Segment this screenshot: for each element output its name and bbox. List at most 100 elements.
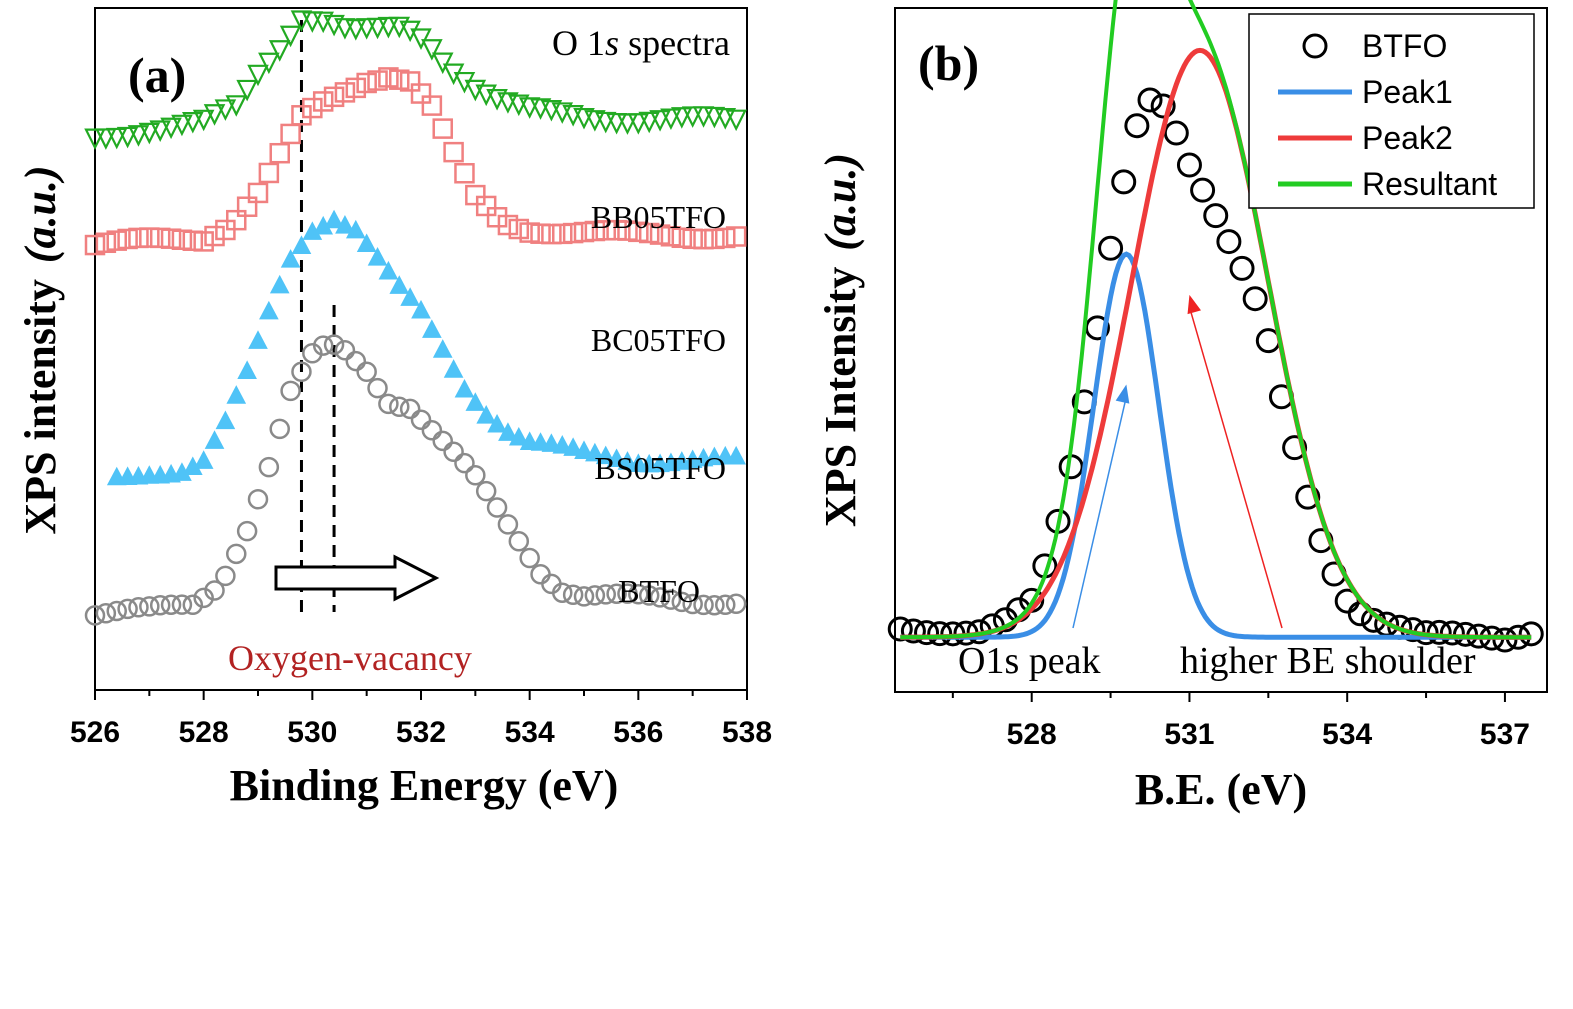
data-point xyxy=(681,106,704,128)
higher-be-shoulder-label: higher BE shoulder xyxy=(1180,640,1476,682)
data-point xyxy=(117,598,138,620)
panel-a-x-tick-label: 534 xyxy=(505,716,555,749)
data-point xyxy=(628,583,649,605)
data-point xyxy=(116,126,139,149)
data-point xyxy=(182,230,204,251)
data-point xyxy=(421,95,443,116)
data-point xyxy=(95,128,117,150)
data-point xyxy=(366,17,389,40)
series-btfo xyxy=(84,334,747,626)
data-point xyxy=(486,497,508,518)
data-point xyxy=(606,583,627,604)
data-point xyxy=(573,586,595,607)
data-point xyxy=(671,227,693,249)
data-point xyxy=(128,597,149,618)
panel-a-xlabel: Binding Energy (eV) xyxy=(230,761,619,810)
data-point xyxy=(475,195,497,217)
data-point xyxy=(638,111,660,134)
data-point xyxy=(225,95,248,117)
data-point xyxy=(356,233,377,253)
data-point xyxy=(171,594,193,615)
data-point xyxy=(247,182,269,204)
data-point xyxy=(280,380,301,402)
data-point xyxy=(378,393,399,415)
data-point xyxy=(324,209,344,229)
data-point xyxy=(236,79,258,102)
series-label-bs05tfo: BS05TFO xyxy=(594,450,726,486)
data-point xyxy=(454,452,475,474)
data-point xyxy=(519,222,540,243)
data-point xyxy=(84,234,106,256)
o1s-peak-label: O1s peak xyxy=(958,640,1100,682)
panel-b-ylabel: XPS Intensity (a.u.) xyxy=(816,153,865,527)
resultant-curve xyxy=(900,0,1532,640)
data-point xyxy=(638,222,660,244)
btfo-point xyxy=(1229,255,1255,281)
data-point xyxy=(530,564,551,585)
panel-b-x-tick-label: 531 xyxy=(1164,718,1214,751)
panel-a-x-tick-label: 526 xyxy=(70,716,120,749)
data-point xyxy=(660,589,682,610)
btfo-point xyxy=(1150,93,1176,119)
series-label-btfo: BTFO xyxy=(618,573,700,609)
data-point xyxy=(117,228,138,250)
legend-marker-icon xyxy=(1302,33,1328,59)
data-point xyxy=(422,319,442,338)
data-point xyxy=(149,594,171,616)
panel-a-x-tick-label: 528 xyxy=(179,716,229,749)
data-point xyxy=(204,430,225,449)
series-bb05tfo xyxy=(84,10,747,151)
data-point xyxy=(432,118,453,139)
legend-box xyxy=(1248,13,1535,209)
data-point xyxy=(389,396,410,417)
panel-a-x-tick-label: 538 xyxy=(722,716,772,749)
legend-label: Resultant xyxy=(1362,166,1497,202)
data-point xyxy=(432,430,453,452)
data-point xyxy=(291,235,312,254)
panel-a-x-tick-label: 536 xyxy=(613,716,663,749)
panel-b-x-tick-label: 528 xyxy=(1007,718,1057,751)
data-point xyxy=(399,20,421,43)
panel-b-x-tick-label: 534 xyxy=(1322,718,1372,751)
data-point xyxy=(411,299,431,319)
panel-a-label: (a) xyxy=(128,47,186,103)
btfo-point xyxy=(900,618,926,644)
data-point xyxy=(616,113,639,135)
btfo-point xyxy=(914,620,940,646)
data-point xyxy=(443,141,464,163)
btfo-point xyxy=(1124,113,1150,139)
data-point xyxy=(454,378,475,398)
data-point xyxy=(312,91,334,112)
btfo-point xyxy=(1242,286,1268,312)
data-point xyxy=(421,39,443,61)
data-point xyxy=(606,448,627,468)
data-point xyxy=(399,398,421,420)
data-point xyxy=(345,77,367,99)
data-point xyxy=(497,514,519,535)
data-point xyxy=(671,591,693,613)
data-point xyxy=(258,456,280,478)
data-point xyxy=(421,420,443,441)
btfo-point xyxy=(1203,203,1229,229)
data-point xyxy=(226,209,247,231)
data-point xyxy=(605,112,628,135)
data-point xyxy=(192,109,215,132)
data-point xyxy=(268,40,291,62)
legend-entry-btfo: BTFO xyxy=(1302,28,1447,64)
panel-a-ylabel: XPS intensity (a.u.) xyxy=(16,165,65,534)
legend-label: Peak2 xyxy=(1362,120,1453,156)
data-point xyxy=(258,52,280,75)
legend-label: BTFO xyxy=(1362,28,1447,64)
data-point xyxy=(203,104,226,126)
data-point xyxy=(139,227,160,248)
legend-items: BTFO Peak1 Peak2 Resultant xyxy=(1278,28,1497,202)
data-point xyxy=(226,385,247,404)
data-point xyxy=(443,359,464,378)
data-point xyxy=(487,413,507,433)
data-point xyxy=(280,123,301,145)
data-point xyxy=(367,377,388,399)
data-point xyxy=(585,442,605,462)
btfo-point xyxy=(1518,621,1544,647)
panel-b-ylabel-text: XPS Intensity xyxy=(816,267,865,527)
